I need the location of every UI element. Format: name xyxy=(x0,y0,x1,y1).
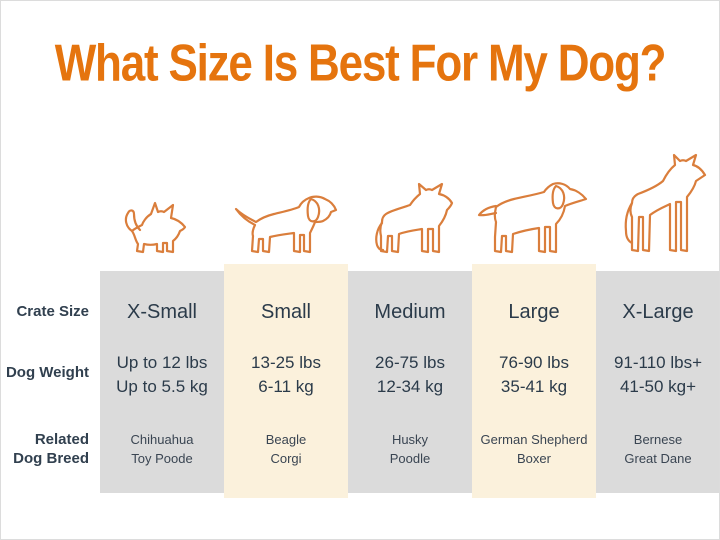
weight-small: 13-25 lbs 6-11 kg xyxy=(224,351,348,399)
german-shepherd-icon xyxy=(476,174,592,256)
chihuahua-icon xyxy=(122,198,190,256)
breed-xlarge-1: Bernese xyxy=(633,432,683,447)
breed-medium-1: Husky xyxy=(391,432,429,447)
breeds-medium: Husky Poodle xyxy=(348,430,472,468)
weight-large-lbs: 76-90 lbs xyxy=(499,353,569,372)
row-label-related-dog-breed: Related Dog Breed xyxy=(1,430,89,468)
weight-medium-kg: 12-34 kg xyxy=(376,377,444,396)
weight-small-kg: 6-11 kg xyxy=(258,377,314,396)
row-label-crate-size: Crate Size xyxy=(16,303,89,320)
beagle-icon xyxy=(232,189,340,255)
breed-small-1: Beagle xyxy=(265,432,307,447)
weight-medium: 26-75 lbs 12-34 kg xyxy=(348,351,472,399)
column-bg-large xyxy=(472,264,596,498)
column-bg-xlarge xyxy=(596,271,719,493)
weight-large-kg: 35-41 kg xyxy=(500,377,568,396)
weight-xsmall: Up to 12 lbs Up to 5.5 kg xyxy=(100,351,224,399)
great-dane-icon xyxy=(608,153,712,253)
crate-size-xsmall: X-Small xyxy=(126,301,197,323)
row-label-related-line1: Related xyxy=(34,431,89,448)
column-bg-small xyxy=(224,264,348,498)
husky-icon xyxy=(362,181,458,255)
crate-size-xlarge: X-Large xyxy=(622,301,694,323)
breed-large-2: Boxer xyxy=(517,451,551,466)
row-label-dog-weight: Dog Weight xyxy=(5,364,89,381)
breed-xsmall-2: Toy Poode xyxy=(131,451,193,466)
breed-large-1: German Shepherd xyxy=(480,432,588,447)
breed-medium-2: Poodle xyxy=(389,451,431,466)
weight-xlarge-kg: 41-50 kg+ xyxy=(619,377,697,396)
weight-xlarge-lbs: 91-110 lbs+ xyxy=(613,353,703,372)
breeds-small: Beagle Corgi xyxy=(224,430,348,468)
weight-xlarge: 91-110 lbs+ 41-50 kg+ xyxy=(596,351,719,399)
weight-xsmall-lbs: Up to 12 lbs xyxy=(116,353,208,372)
breed-small-2: Corgi xyxy=(270,451,302,466)
crate-size-small: Small xyxy=(260,301,311,323)
weight-large: 76-90 lbs 35-41 kg xyxy=(472,351,596,399)
breeds-large: German Shepherd Boxer xyxy=(472,430,596,468)
weight-xsmall-kg: Up to 5.5 kg xyxy=(116,377,208,396)
column-bg-medium xyxy=(348,271,472,493)
page-title: What Size Is Best For My Dog? xyxy=(54,34,667,93)
breeds-xsmall: Chihuahua Toy Poode xyxy=(100,430,224,468)
crate-size-medium: Medium xyxy=(374,301,446,323)
breed-xlarge-2: Great Dane xyxy=(624,451,692,466)
weight-medium-lbs: 26-75 lbs xyxy=(375,353,445,372)
row-label-related-line2: Dog Breed xyxy=(13,450,89,467)
column-bg-xsmall xyxy=(100,271,224,493)
breeds-xlarge: Bernese Great Dane xyxy=(596,430,719,468)
breed-xsmall-1: Chihuahua xyxy=(130,432,194,447)
crate-size-large: Large xyxy=(508,301,560,323)
weight-small-lbs: 13-25 lbs xyxy=(251,353,321,372)
